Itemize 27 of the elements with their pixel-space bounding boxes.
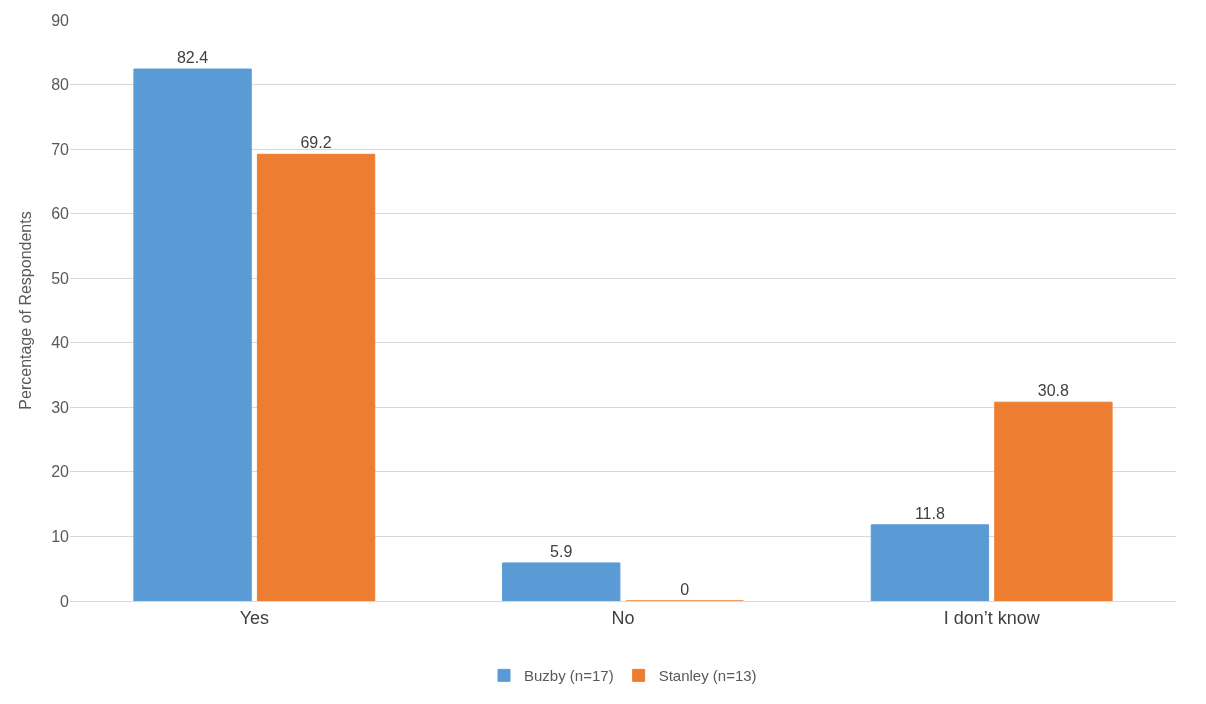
bar: [256, 153, 376, 601]
y-tick-label: 10: [51, 528, 70, 546]
y-tick-label: 90: [51, 11, 70, 29]
y-tick-label: 50: [51, 269, 70, 287]
x-tick-label: No: [611, 607, 635, 628]
y-tick-label: 80: [51, 76, 70, 94]
data-label: 11.8: [914, 504, 945, 522]
y-tick-label: 30: [51, 398, 70, 416]
data-label: 82.4: [176, 49, 209, 67]
y-tick-label: 60: [51, 205, 70, 223]
data-label: 5.9: [550, 542, 573, 560]
bar: [502, 562, 621, 601]
x-tick-label: Yes: [239, 607, 270, 628]
data-label: 69.2: [300, 134, 332, 152]
y-tick-label: 70: [51, 140, 70, 158]
x-tick-label: I don’t know: [943, 607, 1041, 628]
legend-label: Buzby (n=17): [524, 667, 614, 685]
bar: [133, 68, 252, 601]
y-tick-label: 40: [51, 334, 70, 352]
bar: [994, 401, 1113, 601]
y-tick-label: 0: [60, 592, 70, 610]
data-label: 30.8: [1037, 382, 1070, 400]
y-tick-label: 20: [51, 463, 70, 481]
y-axis-title: Percentage of Respondents: [17, 211, 35, 410]
bar: [870, 524, 990, 601]
legend-label: Stanley (n=13): [658, 667, 757, 685]
data-label: 0: [680, 581, 690, 598]
